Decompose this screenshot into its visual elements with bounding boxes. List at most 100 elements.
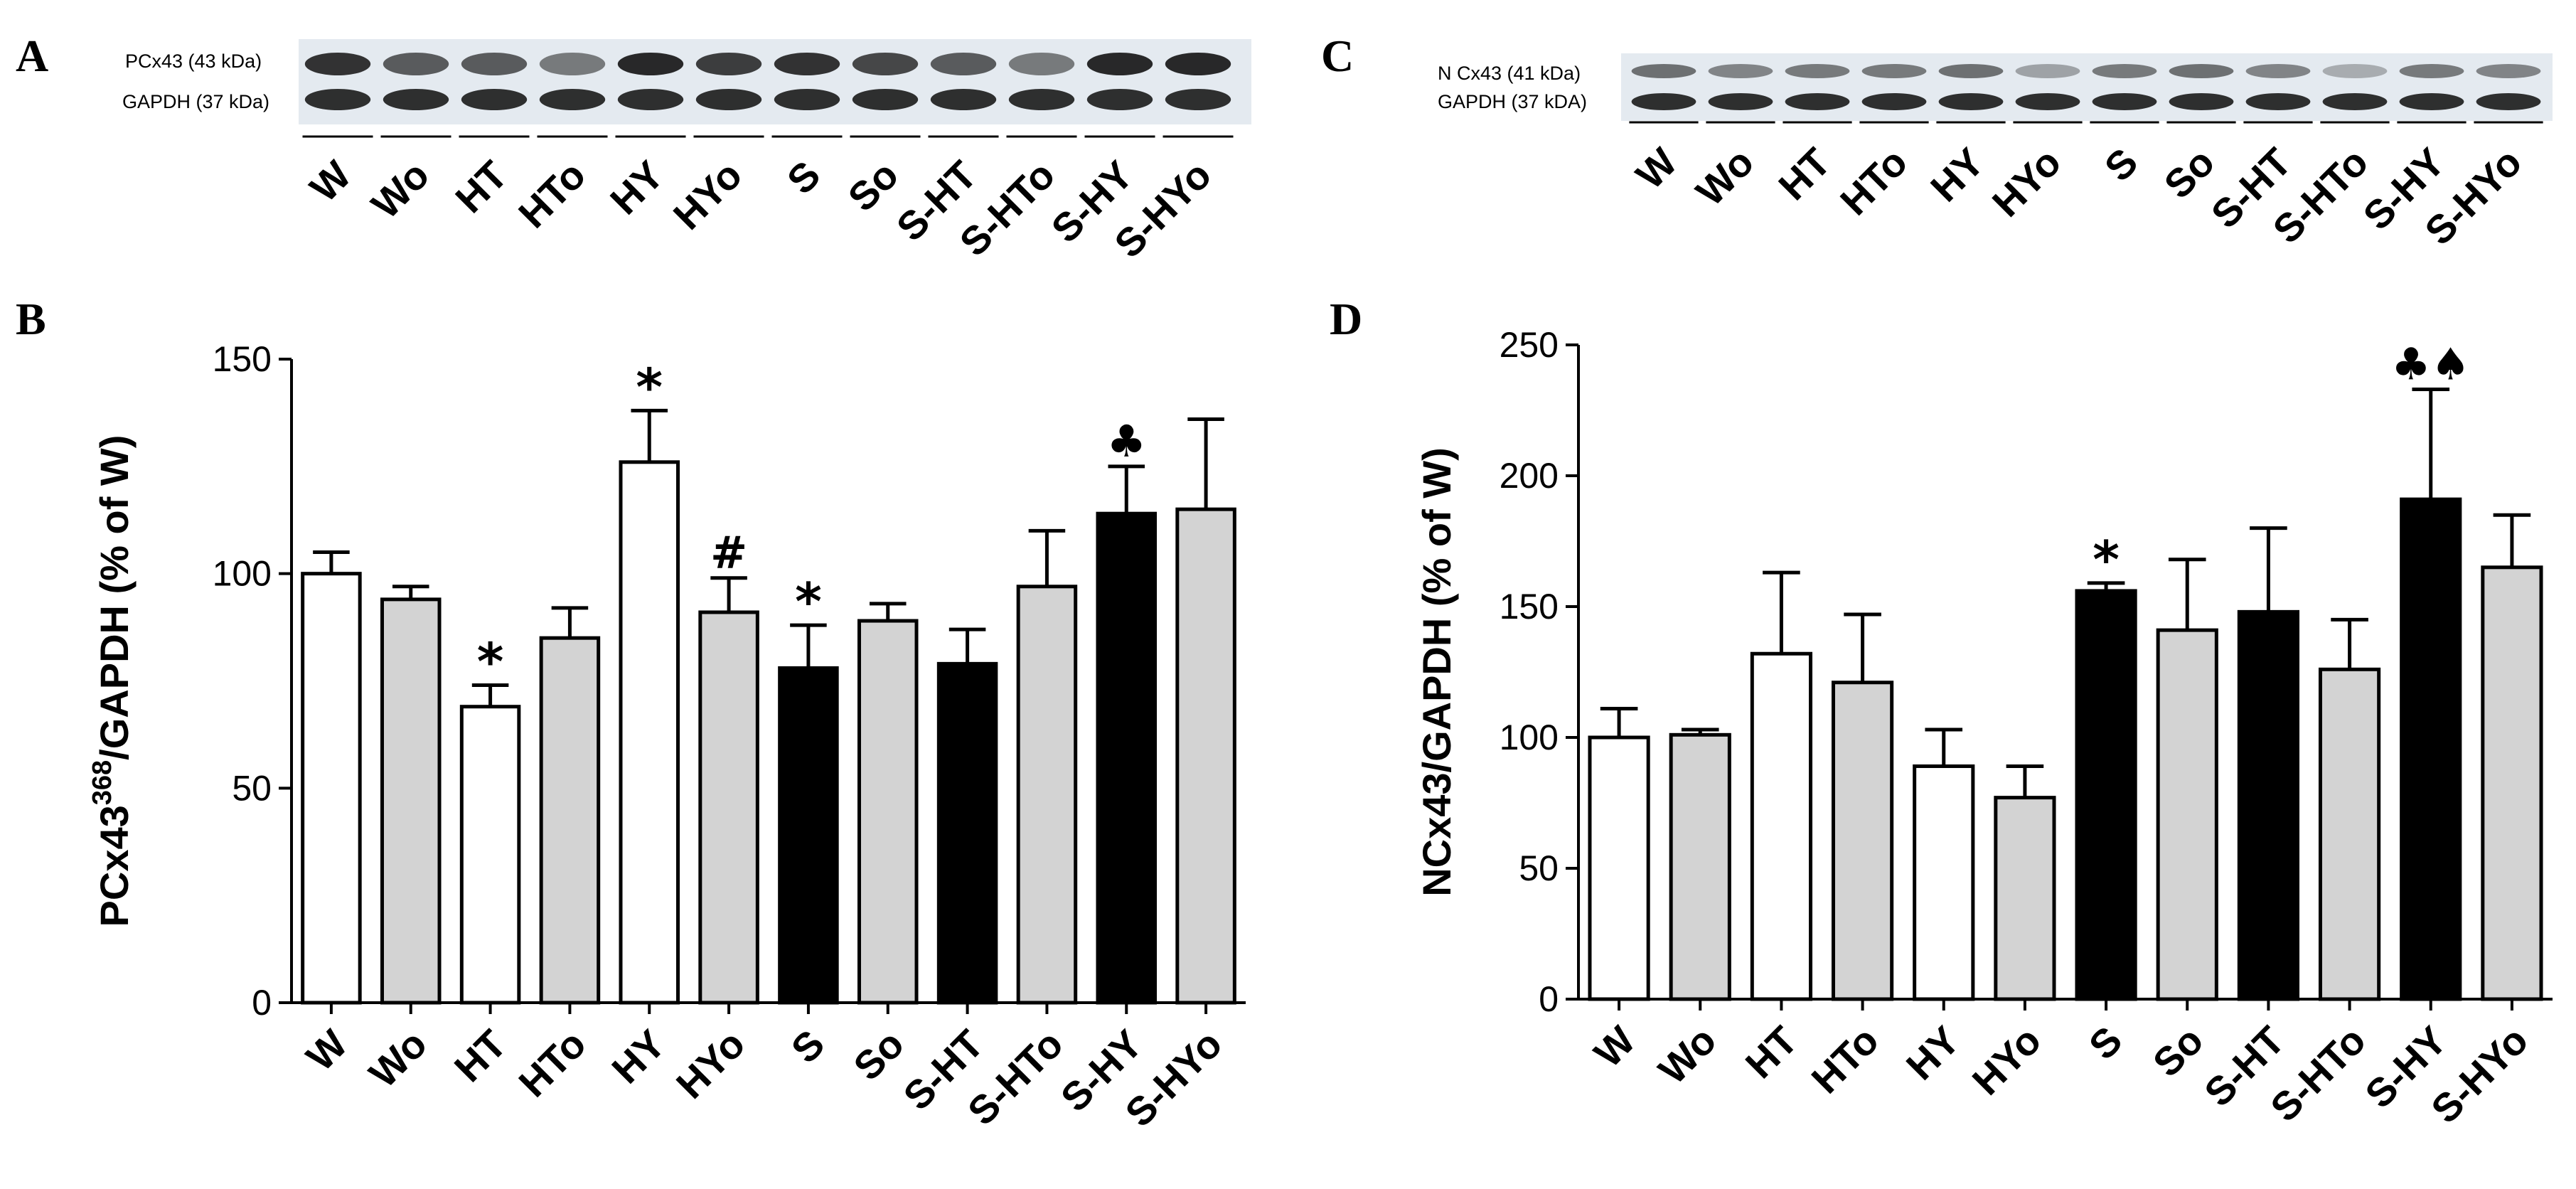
band-gapdh — [2169, 93, 2234, 110]
band-label-ncx43: N Cx43 (41 kDa) — [1438, 63, 1581, 84]
band-gapdh — [1631, 93, 1696, 110]
band-gapdh — [695, 89, 762, 110]
y-tick-label: 200 — [1500, 456, 1559, 496]
panel-letter-a: A — [16, 31, 48, 81]
x-tick-label: So — [2144, 1018, 2212, 1085]
bar-w — [301, 572, 362, 1005]
significance-marker: * — [636, 357, 663, 417]
panel-letter-b: B — [16, 294, 46, 344]
band-gapdh — [2245, 93, 2311, 110]
lane-label: HT — [447, 152, 515, 221]
lane-label: HY — [602, 152, 673, 223]
x-tick-label: HT — [446, 1021, 515, 1090]
band-cx43 — [617, 53, 684, 75]
band-gapdh — [304, 89, 371, 110]
band-cx43 — [695, 53, 762, 75]
x-tick-label: HYo — [668, 1021, 754, 1107]
x-tick-label: HY — [1898, 1018, 1969, 1089]
band-gapdh — [774, 89, 840, 110]
y-axis-label: PCx43368/GAPDH (% of W) — [87, 435, 137, 927]
band-gapdh — [1708, 93, 1773, 110]
bar-s-hy — [1096, 511, 1158, 1005]
bar-so — [2156, 628, 2218, 1001]
x-tick-label: W — [1586, 1018, 1644, 1076]
lane-label: Wo — [363, 152, 437, 227]
panel-letter-d: D — [1330, 294, 1362, 344]
bar-s-hto — [2318, 667, 2381, 1001]
band-gapdh — [2015, 93, 2080, 110]
y-tick-label: 100 — [1500, 718, 1559, 757]
lane-label: S — [2096, 139, 2147, 190]
x-tick-label: HY — [603, 1021, 674, 1092]
y-tick-label: 50 — [1519, 848, 1559, 888]
bar-s — [2075, 589, 2137, 1001]
bar-s-ht — [936, 661, 998, 1005]
band-cx43 — [2476, 64, 2541, 78]
y-tick-label: 0 — [1539, 979, 1559, 1019]
band-cx43 — [1785, 64, 1850, 78]
bar-hyo — [1994, 796, 2056, 1001]
band-cx43 — [2169, 64, 2234, 78]
x-tick-label: HTo — [1802, 1018, 1887, 1102]
band-gapdh — [1785, 93, 1850, 110]
significance-marker: * — [477, 632, 504, 692]
band-cx43 — [774, 53, 840, 75]
band-gapdh — [1008, 89, 1075, 110]
band-gapdh — [383, 89, 449, 110]
y-axis-label: NCx43/GAPDH (% of W) — [1414, 447, 1459, 897]
lane-label: HYo — [1984, 139, 2070, 225]
x-tick-label: S — [782, 1021, 833, 1072]
panel-letter-c: C — [1321, 31, 1354, 81]
x-tick-label: Wo — [360, 1021, 435, 1096]
band-label-pcx43: PCx43 (43 kDa) — [125, 50, 262, 72]
band-label-gapdh: GAPDH (37 kDa) — [122, 91, 269, 112]
significance-marker: ♣♠ — [2391, 338, 2470, 390]
lane-label: W — [301, 152, 360, 210]
band-label-gapdh: GAPDH (37 kDA) — [1438, 91, 1587, 112]
x-tick-label: S-HTo — [2262, 1018, 2374, 1130]
x-tick-label: W — [297, 1021, 356, 1079]
bar-ht — [1750, 651, 1813, 1001]
band-gapdh — [617, 89, 684, 110]
band-cx43 — [1861, 64, 1927, 78]
lane-label: HTo — [510, 152, 594, 237]
bar-s-ht — [2237, 609, 2300, 1001]
x-tick-label: HYo — [1964, 1018, 2050, 1104]
band-cx43 — [539, 53, 606, 75]
band-cx43 — [1165, 53, 1231, 75]
x-tick-label: HT — [1737, 1018, 1806, 1087]
bar-ht — [459, 705, 521, 1005]
bar-s-hyo — [1175, 507, 1236, 1005]
band-cx43 — [852, 53, 919, 75]
significance-marker: * — [2093, 530, 2120, 590]
band-cx43 — [461, 53, 528, 75]
band-cx43 — [1938, 64, 2004, 78]
significance-marker: # — [710, 527, 747, 579]
band-cx43 — [1008, 53, 1075, 75]
band-cx43 — [2245, 64, 2311, 78]
y-tick-label: 150 — [213, 339, 272, 379]
lane-label: W — [1628, 139, 1686, 198]
lane-label: HTo — [1832, 139, 1916, 224]
band-gapdh — [930, 89, 997, 110]
band-gapdh — [1086, 89, 1153, 110]
y-tick-label: 250 — [1500, 325, 1559, 365]
bar-hto — [539, 636, 601, 1005]
y-tick-label: 100 — [213, 554, 272, 594]
bar-s-hy — [2400, 497, 2462, 1001]
blot-membrane — [299, 39, 1251, 124]
band-gapdh — [2322, 93, 2388, 110]
band-cx43 — [1086, 53, 1153, 75]
y-tick-label: 150 — [1500, 587, 1559, 627]
lane-label: S — [779, 152, 829, 203]
bar-s — [778, 666, 839, 1005]
significance-marker: ♣ — [1106, 415, 1146, 467]
band-cx43 — [1631, 64, 1696, 78]
x-tick-label: HTo — [510, 1021, 594, 1106]
y-label-rest: /GAPDH (% of W) — [92, 435, 137, 760]
lane-label: HT — [1770, 139, 1839, 208]
bar-hto — [1831, 681, 1894, 1001]
bar-hy — [1913, 764, 1975, 1001]
